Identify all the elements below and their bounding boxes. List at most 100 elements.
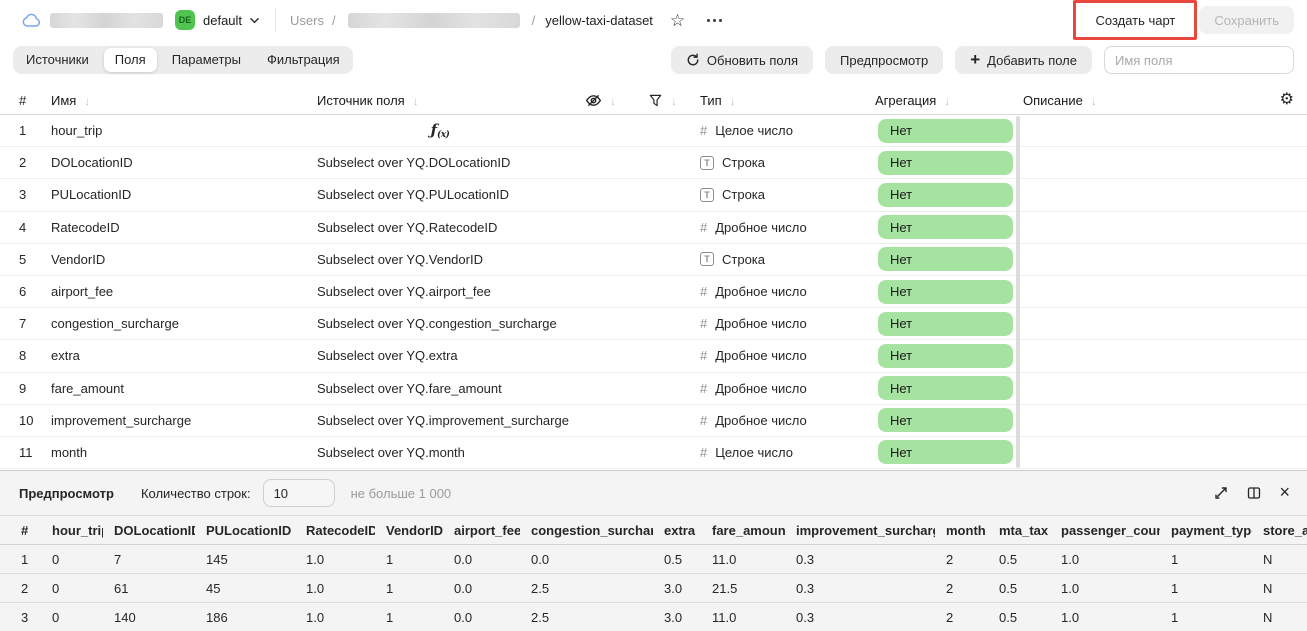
field-row[interactable]: 10 improvement_surcharge Subselect over …	[0, 405, 1307, 437]
preview-cell: 3.0	[664, 609, 683, 625]
column-header-description[interactable]: Описание ↓	[1023, 93, 1097, 108]
preview-cell: 0.5	[999, 551, 1018, 567]
preview-cell: 0.5	[999, 580, 1018, 596]
workspace-switcher: DE default	[22, 10, 261, 30]
field-row[interactable]: 8 extra Subselect over YQ.extra # Дробное…	[0, 340, 1307, 373]
field-row[interactable]: 1 hour_trip ƒ(x) # Целое число Нет	[0, 115, 1307, 148]
preview-column-header: DOLocationID	[114, 522, 195, 538]
sort-arrow-icon: ↓	[671, 93, 677, 108]
save-button[interactable]: Сохранить	[1199, 6, 1294, 34]
sort-arrow-icon: ↓	[610, 93, 616, 108]
preview-cell: 0.0	[454, 580, 473, 596]
preview-cell: 1.0	[1061, 551, 1080, 567]
field-source: Subselect over YQ.VendorID	[317, 251, 483, 267]
fields-scrollbar[interactable]	[1016, 116, 1020, 468]
field-row[interactable]: 4 RatecodeID Subselect over YQ.RatecodeI…	[0, 212, 1307, 244]
aggregation-select[interactable]: Нет	[878, 376, 1013, 401]
number-type-icon: #	[700, 219, 708, 235]
preview-cell: 1	[1171, 580, 1179, 596]
cloud-icon	[22, 12, 42, 29]
field-row[interactable]: 9 fare_amount Subselect over YQ.fare_amo…	[0, 373, 1307, 405]
string-type-icon: T	[700, 155, 714, 170]
preview-column-header: improvement_surcharge	[796, 522, 935, 538]
preview-cell: 1.0	[306, 609, 325, 625]
field-name: DOLocationID	[51, 155, 133, 171]
aggregation-select[interactable]: Нет	[878, 311, 1013, 336]
preview-cell: 7	[114, 551, 122, 567]
preview-panel: Предпросмотр Количество строк: не больше…	[0, 470, 1307, 631]
tab-Параметры[interactable]: Параметры	[171, 52, 241, 67]
field-name: airport_fee	[51, 284, 114, 300]
table-settings-gear-icon[interactable]: ⚙	[1279, 91, 1294, 108]
preview-cell: 1	[1171, 551, 1179, 567]
aggregation-select[interactable]: Нет	[878, 343, 1013, 368]
column-header-source[interactable]: Источник поля ↓	[317, 93, 419, 108]
column-header-aggregation[interactable]: Агрегация ↓	[875, 93, 951, 108]
fields-table: # Имя ↓ Источник поля ↓ ↓ ↓ Тип ↓ Агрегация…	[0, 87, 1307, 470]
aggregation-select[interactable]: Нет	[878, 215, 1013, 240]
field-type: # Дробное число	[700, 380, 807, 396]
refresh-fields-button[interactable]: Обновить поля	[670, 46, 814, 74]
tab-Фильтрация[interactable]: Фильтрация	[267, 52, 340, 67]
column-header-visibility[interactable]: ↓	[574, 92, 630, 109]
number-type-icon: #	[700, 316, 708, 332]
field-row[interactable]: 3 PULocationID Subselect over YQ.PULocat…	[0, 179, 1307, 212]
preview-button[interactable]: Предпросмотр	[825, 46, 944, 74]
preview-cell: 1	[386, 580, 394, 596]
folder-name[interactable]: default	[203, 12, 243, 28]
preview-cell: 0.3	[796, 580, 815, 596]
field-name: hour_trip	[51, 123, 103, 139]
preview-cell: 2.5	[531, 580, 550, 596]
favorite-star-icon[interactable]: ☆	[669, 10, 686, 30]
column-header-type[interactable]: Тип ↓	[700, 93, 736, 108]
field-row[interactable]: 7 congestion_surcharge Subselect over YQ…	[0, 308, 1307, 341]
row-count-input[interactable]	[262, 479, 335, 507]
expand-preview-icon[interactable]	[1213, 485, 1229, 501]
formula-icon: ƒ(x)	[430, 121, 450, 141]
field-row[interactable]: 2 DOLocationID Subselect over YQ.DOLocat…	[0, 147, 1307, 180]
close-preview-icon[interactable]: ×	[1279, 482, 1290, 502]
preview-row: 1 0 7 145 1.0 1 0.0 0.0 0.5 11.0 0.3 2 0.5 1.0 1 N	[0, 545, 1307, 574]
aggregation-select[interactable]: Нет	[878, 279, 1013, 304]
field-row-number: 6	[19, 284, 27, 300]
aggregation-select[interactable]: Нет	[878, 440, 1013, 465]
field-name: improvement_surcharge	[51, 412, 192, 428]
preview-cell: 0	[52, 580, 60, 596]
aggregation-select[interactable]: Нет	[878, 182, 1013, 207]
field-source: Subselect over YQ.PULocationID	[317, 187, 509, 203]
field-source: Subselect over YQ.month	[317, 444, 465, 460]
aggregation-select[interactable]: Нет	[878, 118, 1013, 143]
column-header-name[interactable]: Имя ↓	[51, 93, 91, 108]
breadcrumb-root[interactable]: Users	[290, 12, 324, 28]
preview-cell: N	[1263, 580, 1273, 596]
aggregation-select[interactable]: Нет	[878, 408, 1013, 433]
field-row[interactable]: 11 month Subselect over YQ.month # Целое …	[0, 437, 1307, 470]
tab-Поля[interactable]: Поля	[103, 48, 157, 72]
more-actions-icon[interactable]	[707, 12, 723, 28]
redacted-workspace-name	[50, 12, 163, 28]
field-type: # Целое число	[700, 444, 793, 460]
sort-arrow-icon: ↓	[1090, 94, 1097, 108]
aggregation-select[interactable]: Нет	[878, 247, 1013, 272]
column-header-filter[interactable]: ↓	[630, 93, 686, 108]
create-chart-button[interactable]: Создать чарт	[1073, 0, 1198, 40]
preview-column-header: RatecodeID	[306, 522, 375, 538]
field-row[interactable]: 6 airport_fee Subselect over YQ.airport_…	[0, 276, 1307, 309]
split-view-icon[interactable]	[1246, 485, 1262, 501]
chevron-down-icon[interactable]	[248, 14, 261, 27]
eye-off-icon	[585, 92, 602, 109]
field-row-number: 7	[19, 316, 27, 332]
field-name-input[interactable]	[1104, 46, 1294, 74]
preview-column-header: airport_fee	[454, 522, 520, 538]
aggregation-select[interactable]: Нет	[878, 150, 1013, 175]
field-source: ƒ(x)	[306, 121, 574, 140]
preview-cell: 2.5	[531, 609, 550, 625]
preview-column-header: store_and_fwd_flag	[1263, 522, 1307, 538]
add-field-button[interactable]: + Добавить поле	[955, 46, 1092, 74]
preview-cell: N	[1263, 551, 1273, 567]
field-aggregation-cell: Нет	[861, 182, 1021, 207]
tab-Источники[interactable]: Источники	[26, 52, 89, 67]
preview-cell: 0	[52, 609, 60, 625]
field-row-number: 1	[19, 123, 27, 139]
